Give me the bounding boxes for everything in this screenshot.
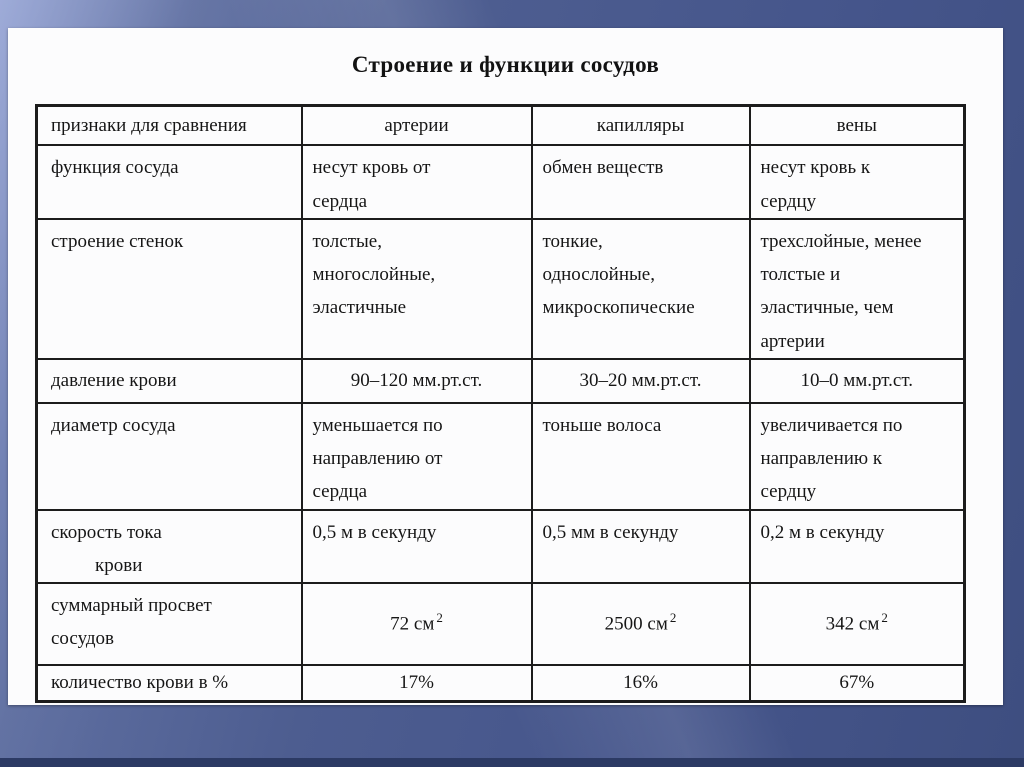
row-label: функция сосуда [35, 144, 303, 220]
table-row-blood-pressure: давление крови 90–120 мм.рт.ст. 30–20 мм… [35, 357, 966, 404]
table-cell: 16% [530, 664, 751, 702]
cell-value: 2500 см [604, 613, 668, 635]
table-cell: 67% [748, 664, 966, 702]
vessels-comparison-table: признаки для сравнения артерии капилляры… [35, 104, 966, 703]
row-label-line1: скорость тока [51, 521, 162, 543]
table-cell: тонкие, однослойные, микроскопические [530, 217, 751, 360]
table-cell: 90–120 мм.рт.ст. [300, 357, 533, 404]
cell-value: 342 см [825, 613, 880, 635]
row-label: количество крови в % [35, 664, 303, 702]
table-cell: 30–20 мм.рт.ст. [530, 357, 751, 404]
table-cell: 72 см 2 [300, 582, 533, 666]
row-label: скорость тока крови [35, 508, 303, 584]
row-label: строение стенок [35, 217, 303, 360]
table-cell: трехслойные, менее толстые и эластичные,… [748, 217, 966, 360]
table-cell: 10–0 мм.рт.ст. [748, 357, 966, 404]
table-row-vessel-diameter: диаметр сосуда уменьшается по направлени… [35, 401, 966, 511]
col-header-capillaries: капилляры [530, 104, 751, 147]
table-cell: 17% [300, 664, 533, 702]
row-label: диаметр сосуда [35, 401, 303, 511]
col-header-veins: вены [748, 104, 966, 147]
cell-value: 72 см [390, 613, 435, 635]
table-cell: 2500 см 2 [530, 582, 751, 666]
row-label: суммарный просвет сосудов [35, 582, 303, 666]
table-row-blood-amount: количество крови в % 17% 16% 67% [35, 664, 966, 702]
slide-panel: Строение и функции сосудов признаки для … [8, 28, 1003, 705]
table-cell: несут кровь от сердца [300, 144, 533, 220]
table-cell: 0,5 м в секунду [300, 508, 533, 584]
table-cell: толстые, многослойные, эластичные [300, 217, 533, 360]
table-cell: 0,2 м в секунду [748, 508, 966, 584]
table-cell: 342 см 2 [748, 582, 966, 666]
bottom-border-strip [0, 758, 1024, 767]
superscript: 2 [436, 610, 443, 626]
table-cell: тоньше волоса [530, 401, 751, 511]
table-row-wall-structure: строение стенок толстые, многослойные, э… [35, 217, 966, 360]
table-cell: несут кровь к сердцу [748, 144, 966, 220]
page-title: Строение и функции сосудов [351, 52, 660, 77]
col-header-arteries: артерии [300, 104, 533, 147]
row-label: давление крови [35, 357, 303, 404]
table-cell: 0,5 мм в секунду [530, 508, 751, 584]
col-header-criteria: признаки для сравнения [35, 104, 303, 147]
table-row-function: функция сосуда несут кровь от сердца обм… [35, 144, 966, 220]
table-row-total-lumen: суммарный просвет сосудов 72 см 2 2500 см… [35, 582, 966, 666]
table-cell: увеличивается по направлению к сердцу [748, 401, 966, 511]
superscript: 2 [881, 610, 888, 626]
table-cell: уменьшается по направлению от сердца [300, 401, 533, 511]
superscript: 2 [669, 610, 677, 626]
table-header-row: признаки для сравнения артерии капилляры… [35, 104, 966, 147]
row-label-line2: крови [95, 554, 143, 576]
table-row-flow-speed: скорость тока крови 0,5 м в секунду 0,5 м… [35, 508, 966, 584]
table-cell: обмен веществ [530, 144, 751, 220]
